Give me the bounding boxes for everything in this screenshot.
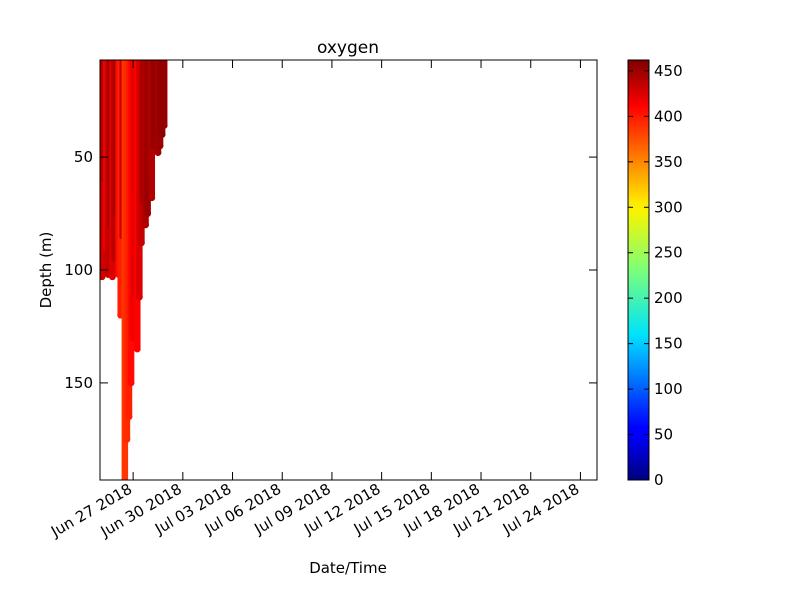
profile-bottom-point [142,221,149,229]
y-tick-label: 50 [74,148,93,166]
profile-bottom-point [154,149,162,156]
colorbar-tick-label: 50 [654,426,673,444]
profile-bottom-point [123,435,131,443]
profile-bottom-point [135,293,143,301]
colorbar-tick-label: 350 [654,153,683,171]
profile-32 [160,60,168,129]
profile-bottom-point [160,122,168,129]
profile-bottom-point [158,131,166,138]
colorbar-tick-label: 150 [654,335,683,353]
profile-bottom-point [138,239,145,247]
colorbar-tick-label: 0 [654,471,664,489]
profile-bottom-point [133,345,141,353]
profile-bottom-point [109,273,116,281]
colorbar-tick-label: 100 [654,380,683,398]
colorbar-tick-label: 300 [654,198,683,216]
y-tick-label: 150 [64,374,93,392]
colorbar-axis: 0 50 100 150 200 250 300 350 400 450 [628,62,683,489]
y-axis: 50 100 150 [64,148,597,392]
y-tick-label: 100 [64,261,93,279]
x-axis-label: Date/Time [309,559,387,577]
profile-bottom-point [127,379,135,387]
profile-bottom-point [121,476,129,480]
colorbar-tick-label: 450 [654,62,683,80]
colorbar-tick-label: 200 [654,289,683,307]
data-points-group [100,60,168,480]
profile-bottom-point [156,142,164,150]
chart-title: oxygen [317,38,379,58]
y-axis-label: Depth (m) [37,232,55,309]
plot-frame [99,59,598,481]
profile-bottom-point [100,273,106,281]
profile-bottom-point [125,413,133,421]
profile-bottom-point [144,210,152,217]
profile-bottom-point [148,194,156,202]
colorbar-tick-label: 400 [654,107,683,125]
colorbar-tick-label: 250 [654,244,683,262]
colorbar [627,59,650,481]
